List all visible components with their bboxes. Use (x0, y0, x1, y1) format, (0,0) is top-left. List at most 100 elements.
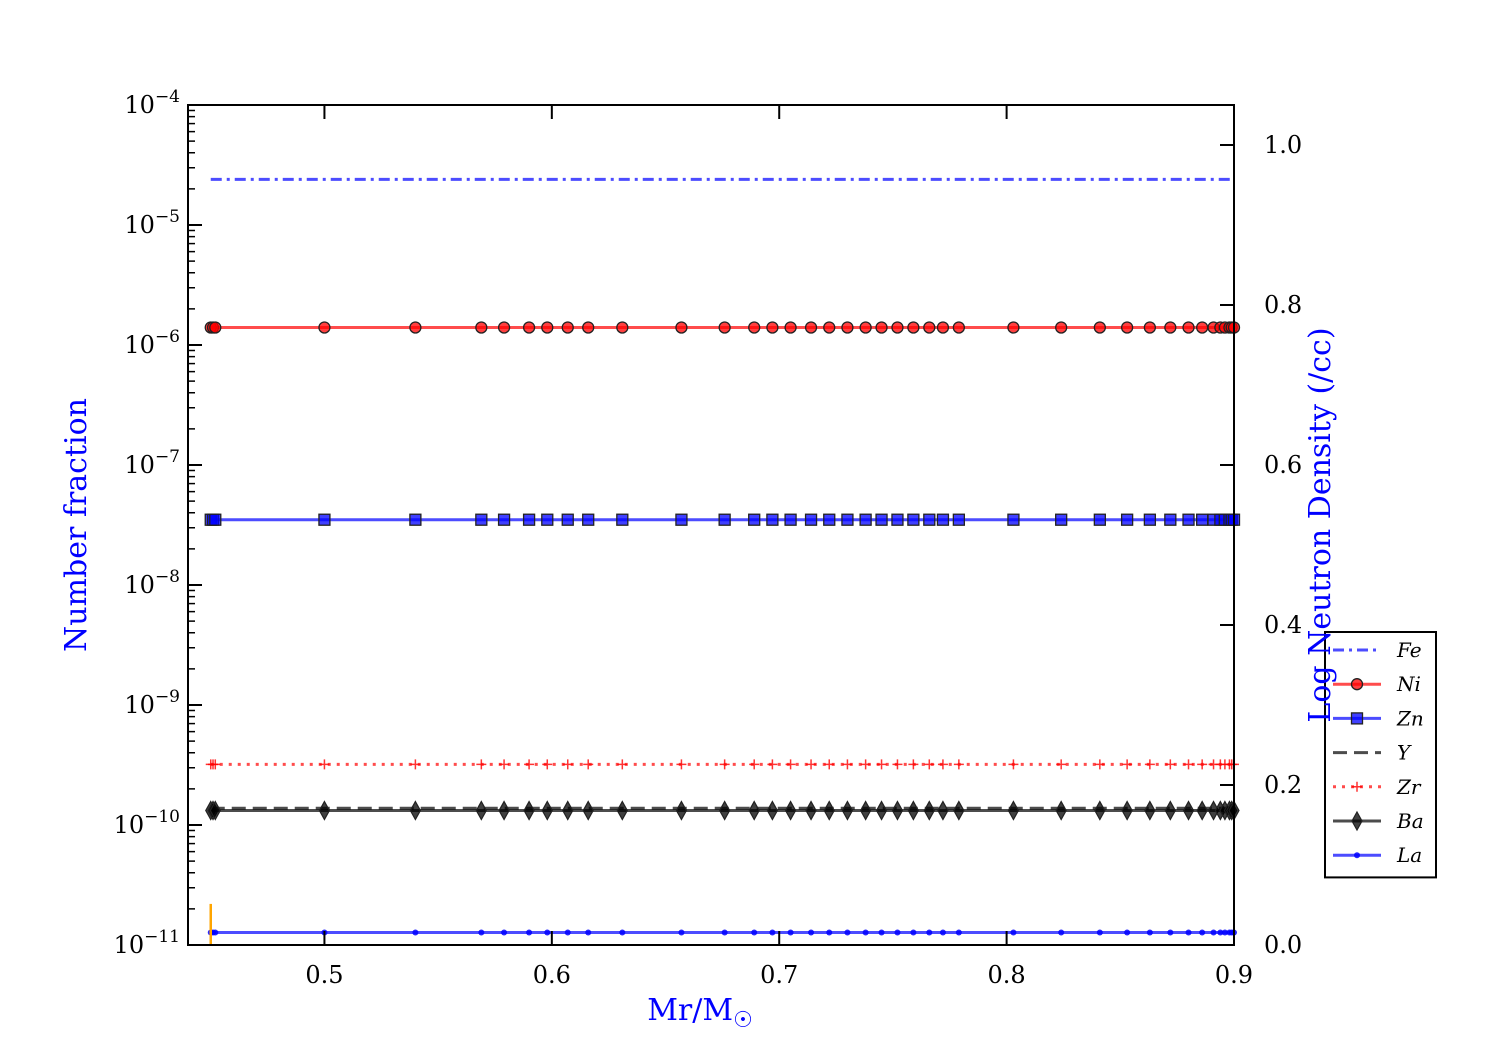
x-axis-label-sub: ☉ (733, 1008, 753, 1033)
point-Zr-34 (1197, 759, 1208, 770)
point-Zr-25 (937, 759, 948, 770)
point-Zr-24 (924, 759, 935, 770)
point-La-19 (844, 929, 851, 936)
point-La-24 (926, 929, 933, 936)
point-Zn-4 (409, 513, 422, 526)
point-La-18 (826, 929, 833, 936)
point-Ba-19 (841, 800, 854, 821)
x-tick-label-2: 0.7 (760, 961, 798, 989)
y-tick-label-mantissa: 10 (114, 811, 145, 839)
point-Zn-5 (475, 513, 488, 526)
point-Zr-15 (767, 759, 778, 770)
point-Ba-26 (953, 800, 965, 821)
point-Ni-21 (875, 321, 888, 334)
point-Ni-26 (952, 321, 966, 334)
point-Ni-9 (561, 321, 574, 334)
point-La-30 (1124, 929, 1131, 936)
plot-frame (187, 104, 1235, 946)
point-La-23 (910, 929, 917, 936)
point-Ba-31 (1144, 800, 1156, 821)
y-tick-label-2: 10−6 (124, 327, 180, 359)
series-La (207, 929, 1237, 936)
y-tick-label-exponent: −8 (155, 567, 180, 587)
point-La-13 (721, 929, 728, 936)
point-Zn-9 (561, 513, 574, 526)
point-Zn-7 (522, 513, 536, 526)
point-Zr-16 (785, 759, 796, 770)
point-Zn-25 (936, 513, 950, 526)
point-Ba-4 (409, 800, 422, 821)
point-Ni-28 (1055, 321, 1068, 334)
point-Zr-33 (1183, 759, 1194, 770)
point-Zr-20 (860, 759, 871, 770)
point-Ba-10 (582, 800, 594, 821)
point-Ba-8 (541, 800, 553, 821)
series-layer (204, 177, 1241, 936)
point-La-10 (585, 929, 592, 936)
point-Ba-24 (923, 800, 935, 821)
point-La-26 (955, 929, 962, 936)
point-Ni-18 (823, 321, 836, 334)
y-tick-label-exponent: −5 (155, 207, 180, 227)
point-Zn-13 (718, 513, 731, 526)
point-La-20 (862, 929, 869, 936)
point-Ba-25 (937, 800, 949, 821)
y-tick-label-exponent: −4 (155, 87, 180, 107)
x-axis-label-main: Mr/M (647, 993, 733, 1028)
legend-item-La: La (1333, 843, 1422, 867)
point-Ba-23 (907, 800, 920, 821)
point-La-7 (526, 929, 533, 936)
point-Ba-29 (1094, 800, 1106, 821)
legend-label-Ni: Ni (1396, 672, 1421, 696)
point-Ba-11 (616, 800, 629, 821)
point-La-21 (878, 929, 885, 936)
point-Ni-22 (891, 321, 904, 334)
y-axis-label: Number fraction (59, 398, 94, 652)
point-Ba-32 (1164, 800, 1177, 821)
point-Zr-27 (1008, 759, 1019, 770)
point-La-2 (212, 929, 219, 936)
point-Zr-12 (676, 759, 687, 770)
point-La-22 (894, 929, 901, 936)
point-Zr-21 (876, 759, 887, 770)
x-tick-label-4: 0.9 (1215, 961, 1253, 989)
point-Zr-31 (1144, 759, 1155, 770)
point-Zr-17 (806, 759, 817, 770)
y-tick-label-mantissa: 10 (114, 931, 145, 959)
point-La-6 (501, 929, 508, 936)
y-tick-label-7: 10−11 (114, 927, 180, 959)
y2-tick-label-4: 0.8 (1264, 291, 1302, 319)
point-Zn-20 (859, 513, 872, 526)
point-Ba-6 (498, 800, 510, 821)
point-Ni-31 (1143, 321, 1157, 334)
point-Ni-23 (907, 321, 920, 334)
point-Ni-2 (209, 321, 222, 334)
y-tick-label-mantissa: 10 (124, 211, 155, 239)
point-Ni-34 (1196, 321, 1209, 334)
point-Zn-8 (541, 513, 554, 526)
legend-label-Zr: Zr (1396, 775, 1422, 799)
legend-label-Ba: Ba (1396, 809, 1424, 833)
point-Ba-30 (1121, 800, 1133, 821)
point-Zn-31 (1143, 513, 1157, 526)
point-Ni-15 (766, 321, 779, 334)
point-Ba-17 (805, 800, 817, 821)
point-Zn-24 (923, 513, 936, 526)
point-Zn-32 (1164, 513, 1177, 526)
point-Ni-27 (1007, 321, 1020, 334)
point-La-4 (412, 929, 419, 936)
y-tick-label-mantissa: 10 (124, 691, 155, 719)
point-Zr-7 (524, 759, 535, 770)
y-tick-label-mantissa: 10 (124, 331, 155, 359)
point-La-37 (1221, 929, 1228, 936)
legend-marker-Zn (1350, 712, 1364, 725)
point-Zr-6 (499, 759, 510, 770)
point-Ba-21 (875, 800, 888, 821)
point-Ba-33 (1182, 800, 1195, 821)
point-La-11 (619, 929, 626, 936)
point-La-14 (751, 929, 758, 936)
point-Ni-3 (318, 321, 331, 334)
point-Zr-23 (908, 759, 919, 770)
point-Ba-13 (718, 800, 731, 821)
